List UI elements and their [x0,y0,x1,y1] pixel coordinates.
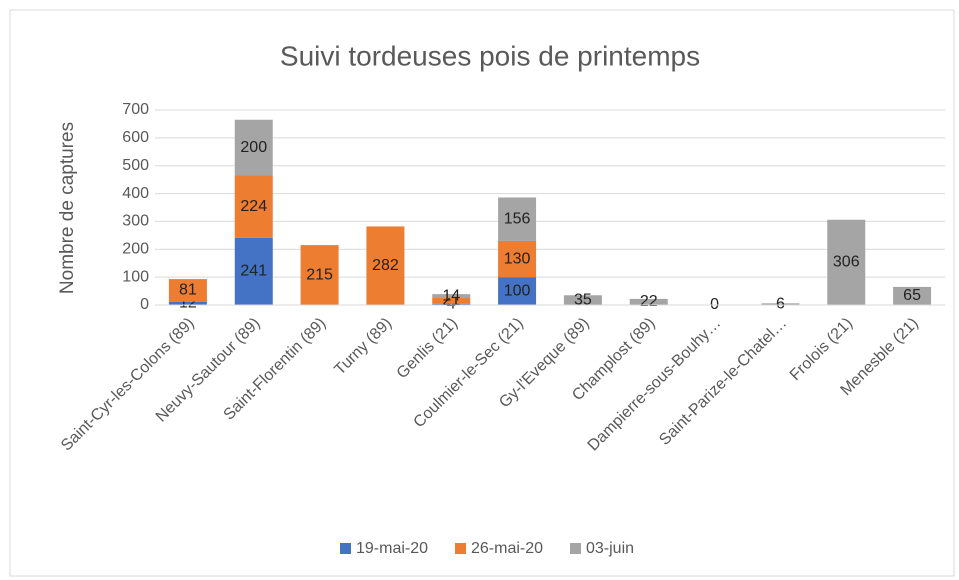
legend-swatch [570,543,581,554]
bar-segment [432,303,471,305]
chart-title: Suivi tordeuses pois de printemps [280,40,700,71]
data-label: 241 [240,263,267,280]
data-label: 156 [504,210,531,227]
chart-border [9,9,955,577]
bar-segment [827,219,866,305]
y-tick-label: 300 [122,213,149,230]
y-tick-label: 200 [122,241,149,258]
bar-segment [366,226,405,305]
legend-label: 03-juin [586,540,634,557]
y-tick-label: 100 [122,268,149,285]
bar-segment [629,298,668,305]
data-label: 4 [447,296,456,313]
legend-label: 26-mai-20 [471,540,543,557]
y-tick-label: 600 [122,129,149,146]
bar-segment [498,197,537,241]
data-label: 130 [504,250,531,267]
y-tick-label: 0 [140,296,149,313]
data-label: 35 [574,291,592,308]
data-label: 215 [306,266,333,283]
bar-segment [234,175,273,238]
bar-segment [498,277,537,305]
data-label: 6 [776,295,785,312]
data-label: 282 [372,257,399,274]
data-label: 65 [903,287,921,304]
bar-segment [432,294,471,299]
bar-segment [893,286,932,305]
y-tick-label: 700 [122,101,149,118]
bar-segment [300,245,339,305]
bar-segment [234,119,273,176]
legend-swatch [455,543,466,554]
bar-segment [432,298,471,304]
bar-segment [168,301,207,305]
bar-segment [761,303,800,305]
data-label: 100 [504,282,531,299]
y-tick-label: 500 [122,157,149,174]
data-label: 22 [640,293,658,310]
bar-segment [563,295,602,305]
data-label: 81 [179,282,197,299]
bar-segment [168,279,207,302]
data-label: 224 [240,198,267,215]
data-label: 200 [240,139,267,156]
y-axis-label: Nombre de captures [57,122,78,294]
data-label: 306 [833,254,860,271]
data-label: 14 [442,287,460,304]
y-tick-label: 400 [122,185,149,202]
legend-swatch [340,543,351,554]
legend-label: 19-mai-20 [356,540,428,557]
bar-segment [498,240,537,278]
bar-segment [234,237,273,305]
